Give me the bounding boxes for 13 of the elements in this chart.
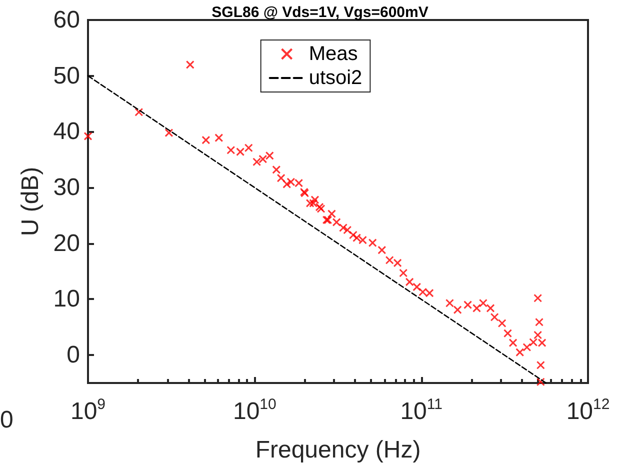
chart-title: SGL86 @ Vds=1V, Vgs=600mV xyxy=(212,4,428,21)
y-tick-label: 10 xyxy=(53,286,80,313)
y-axis-title: U (dB) xyxy=(16,166,44,236)
text: 0 xyxy=(0,406,14,434)
legend-label: Meas xyxy=(308,43,358,65)
x-axis-title: Frequency (Hz) xyxy=(255,436,421,464)
y-tick-label: 60 xyxy=(53,6,80,34)
y-tick-label: 0 xyxy=(66,342,80,369)
y-tick-label: 30 xyxy=(53,174,80,202)
legend-label: utsoi2 xyxy=(308,67,362,89)
y-tick-label: 50 xyxy=(53,62,80,90)
y-tick-label: 40 xyxy=(53,118,80,146)
y-tick-label: 20 xyxy=(53,230,80,257)
